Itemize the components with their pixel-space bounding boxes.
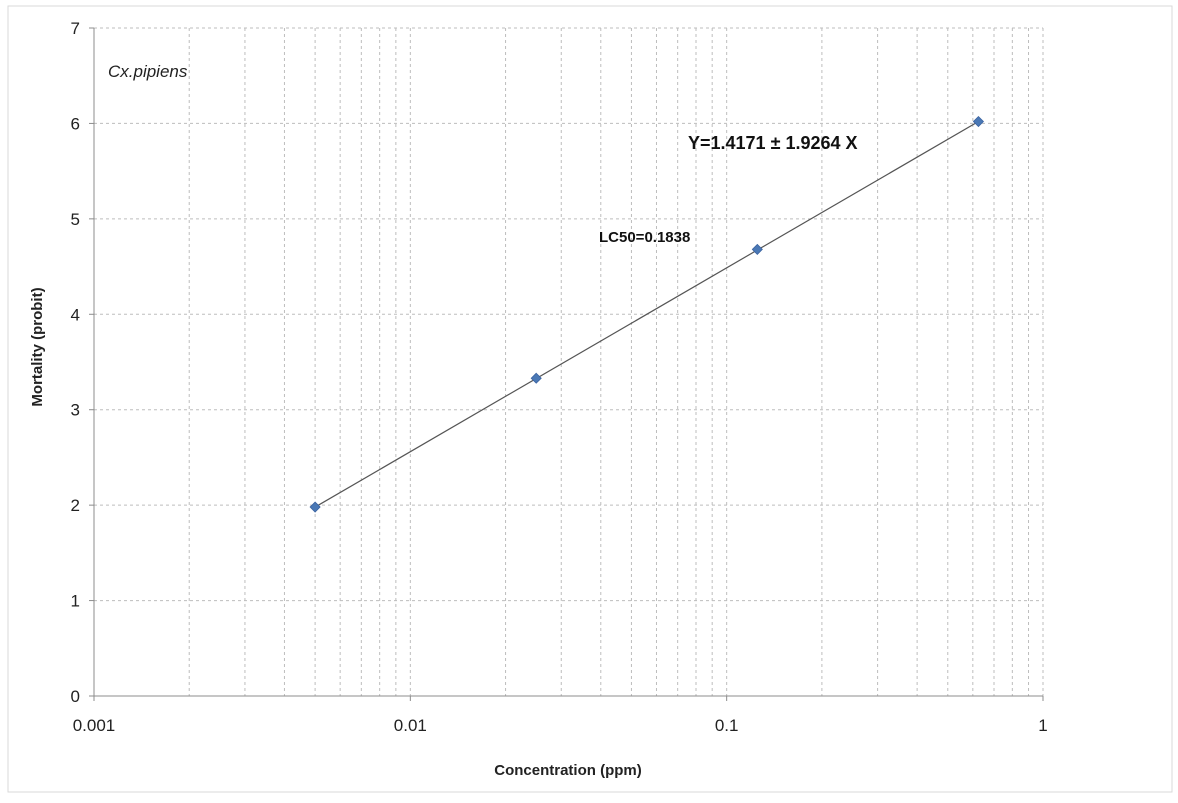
- x-tick-label: 1: [1038, 716, 1047, 735]
- x-tick-label: 0.1: [715, 716, 739, 735]
- y-tick-label: 7: [71, 19, 80, 38]
- x-axis-title: Concentration (ppm): [494, 762, 642, 779]
- y-tick-label: 2: [71, 496, 80, 515]
- trendline: [314, 121, 979, 508]
- x-tick-label: 0.001: [73, 716, 116, 735]
- grid-lines: [94, 27, 1044, 696]
- y-tick-label: 0: [71, 687, 80, 706]
- chart-frame: [7, 5, 1173, 793]
- y-tick-label: 1: [71, 592, 80, 611]
- data-point: [751, 243, 763, 255]
- y-axis-title: Mortality (probit): [29, 287, 46, 406]
- data-point: [530, 372, 542, 384]
- data-point: [309, 501, 321, 513]
- x-tick-label: 0.01: [394, 716, 427, 735]
- y-tick-label: 6: [71, 114, 80, 133]
- y-tick-label: 3: [71, 401, 80, 420]
- lc50-annotation: LC50=0.1838: [599, 229, 690, 246]
- species-annotation: Cx.pipiens: [108, 62, 188, 81]
- data-point: [972, 115, 984, 128]
- series: [309, 115, 984, 513]
- y-tick-label: 5: [71, 210, 80, 229]
- axes: [89, 27, 1044, 701]
- tick-labels: 0 1 2 3 4 5 6 7 0.001 0.01 0.1 1: [71, 19, 1048, 735]
- y-tick-label: 4: [71, 305, 80, 324]
- regression-equation: Y=1.4171 ± 1.9264 X: [688, 133, 858, 153]
